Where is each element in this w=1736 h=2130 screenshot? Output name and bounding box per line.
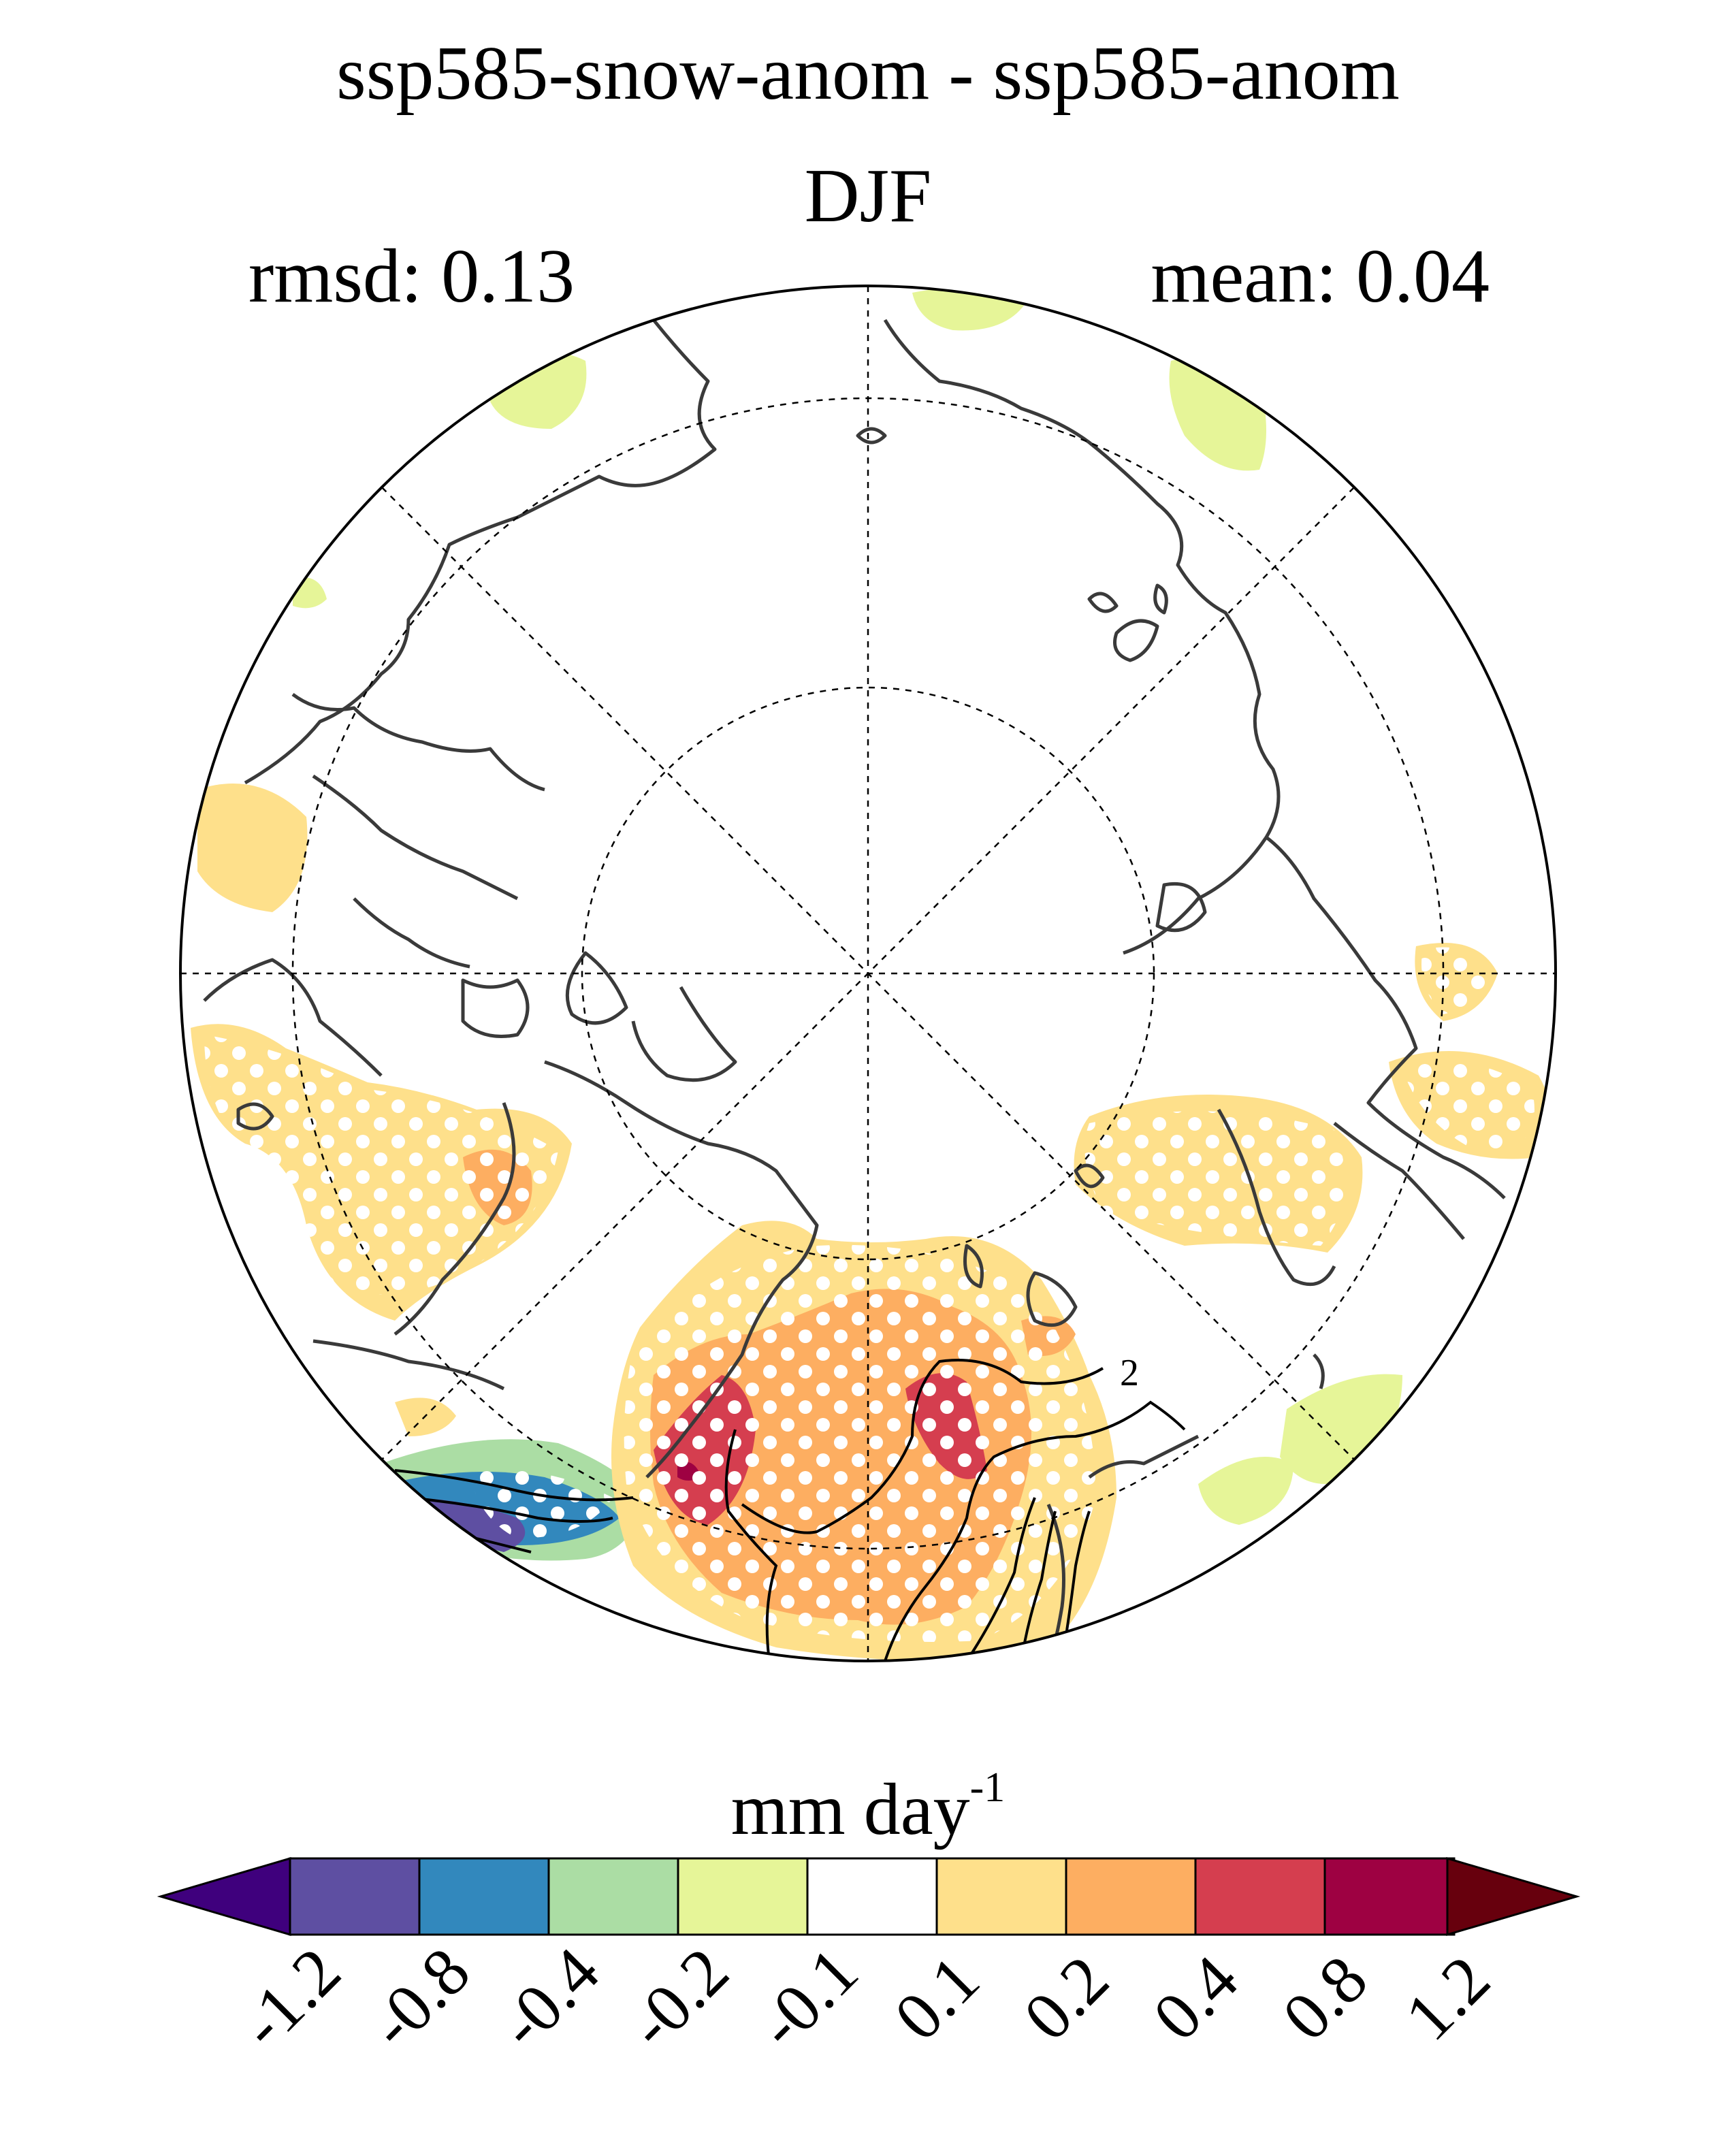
contour-line: [394, 1469, 634, 1502]
coastline: [1026, 1271, 1078, 1327]
colorbar-segment: [806, 1857, 938, 1936]
colorbar-segment: [418, 1857, 550, 1936]
contour-line: [1020, 1511, 1057, 1661]
coastline: [856, 427, 887, 445]
contour-line: [965, 1497, 1036, 1661]
coastline: [565, 951, 628, 1025]
coastline: [883, 319, 1281, 955]
map-title: ssp585-snow-anom - ssp585-anom: [336, 31, 1400, 116]
stippling: [1084, 1111, 1345, 1246]
colorbar: [157, 1856, 1581, 1937]
colorbar-segment: [935, 1857, 1067, 1936]
coastline: [312, 1339, 505, 1391]
contour-label: 2: [1120, 1352, 1139, 1394]
rmsd-label: rmsd: 0.13: [248, 234, 575, 319]
contour-line: [741, 1359, 1104, 1534]
fill-patch: [1169, 357, 1266, 471]
coastline: [291, 692, 545, 792]
unit-exponent: -1: [969, 1764, 1006, 1811]
unit-text: mm day: [730, 1769, 970, 1850]
mean-label: mean: 0.04: [1151, 234, 1490, 319]
coastline: [461, 978, 530, 1038]
meridian-line: [381, 487, 1355, 1460]
colorbar-unit: mm day-1: [0, 1766, 1736, 1847]
coastline: [312, 774, 519, 901]
coastline: [203, 958, 383, 1077]
coastline: [236, 1102, 274, 1131]
coastline: [1217, 1108, 1336, 1287]
colorbar-segment: [289, 1857, 421, 1936]
season-label: DJF: [804, 154, 932, 238]
colorbar-arrow-high: [1446, 1856, 1581, 1937]
coastline: [1333, 1122, 1465, 1240]
colorbar-segment: [547, 1857, 679, 1936]
fill-patch: [197, 784, 308, 912]
contour-line: [884, 1400, 1186, 1661]
colorbar-segment: [677, 1857, 809, 1936]
coastline: [244, 319, 717, 785]
coastline: [544, 1060, 819, 1479]
colorbar-segment: [1065, 1857, 1197, 1936]
coastline: [1153, 583, 1168, 615]
fill-patch: [293, 577, 327, 609]
coastline: [1088, 1434, 1200, 1479]
coastline: [1265, 836, 1506, 1199]
coastline: [1313, 1353, 1325, 1389]
colorbar-segment: [1323, 1857, 1456, 1936]
coastline: [1087, 592, 1119, 613]
coastline: [631, 986, 737, 1082]
fill-patch: [1198, 1457, 1293, 1525]
stippling: [204, 1035, 558, 1295]
graticule: [180, 286, 1556, 1661]
colorbar-segment: [1194, 1857, 1326, 1936]
map-boundary: [179, 285, 1557, 1662]
contour-line: [724, 1429, 778, 1661]
stippling: [624, 1244, 1096, 1642]
contour-lines: [394, 1359, 1186, 1661]
coastline: [353, 897, 470, 969]
stippling: [1421, 947, 1491, 1014]
coastline: [1113, 619, 1159, 662]
map-fill-layer: [191, 287, 1552, 1661]
coastline: [963, 1244, 984, 1289]
coastline: [1155, 882, 1207, 933]
coastline: [1074, 1163, 1105, 1189]
contour-line: [408, 1496, 613, 1523]
coastline: [393, 1102, 516, 1336]
stippling: [1402, 1062, 1534, 1157]
colorbar-arrow-low: [157, 1856, 291, 1937]
